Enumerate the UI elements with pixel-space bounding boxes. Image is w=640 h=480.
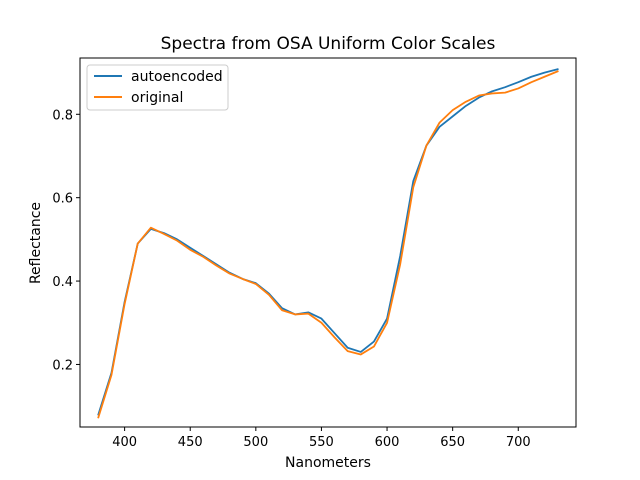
- x-tick-label: 700: [506, 435, 531, 450]
- y-tick-label: 0.4: [52, 275, 73, 290]
- plot-frame: [79, 57, 577, 428]
- y-axis-label: Reflectance: [28, 202, 44, 284]
- y-tick-label: 0.2: [52, 358, 73, 373]
- x-tick-label: 500: [243, 435, 268, 450]
- x-tick-label: 650: [440, 435, 465, 450]
- x-tick-label: 600: [375, 435, 400, 450]
- legend-label-autoencoded: autoencoded: [131, 69, 223, 85]
- legend-box: [86, 64, 229, 111]
- plot-area: 400 450 500 550 600 650 700 0.2 0.4 0.6 0.8: [52, 68, 559, 450]
- x-tick-label: 550: [309, 435, 334, 450]
- chart-title: Spectra from OSA Uniform Color Scales: [161, 34, 496, 54]
- legend: autoencoded original: [86, 64, 229, 111]
- y-tick-label: 0.6: [52, 192, 73, 207]
- series-line-original: [97, 70, 559, 419]
- series-line-autoencoded: [97, 68, 559, 416]
- y-tick-label: 0.8: [52, 108, 73, 123]
- x-axis-label: Nanometers: [285, 455, 371, 471]
- legend-label-original: original: [131, 90, 183, 106]
- x-tick-label: 400: [112, 435, 137, 450]
- x-tick-label: 450: [178, 435, 203, 450]
